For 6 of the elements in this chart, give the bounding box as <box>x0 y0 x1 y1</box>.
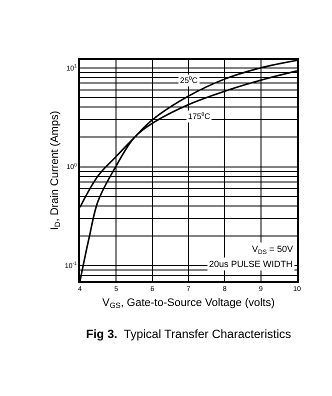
x-axis-title: V$_{GS}$, Gate-to-Source Voltage (volts) <box>102 296 275 310</box>
annotation: V$_{DS}$ = 50V <box>252 244 294 256</box>
annotation: 20us PULSE WIDTH <box>209 259 293 269</box>
text: Fig 3. Typical Transfer Characteristics <box>86 327 292 341</box>
annotation: 175⁰C <box>188 112 210 121</box>
annotation: 25⁰C <box>180 76 198 85</box>
